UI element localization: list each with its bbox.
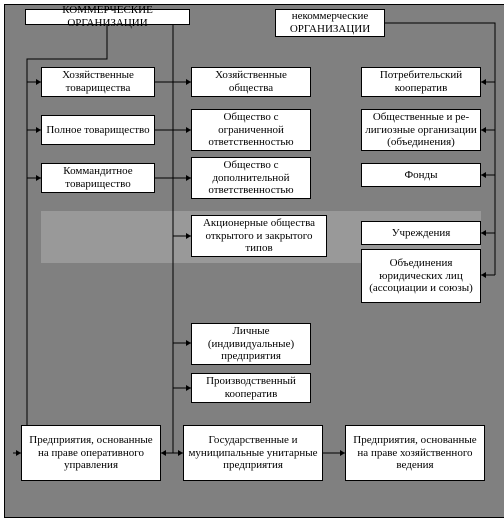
- node-a1: Хозяйственные товарищества: [41, 67, 155, 97]
- node-c2: Общественные и ре­лигиозные организа­ции…: [361, 109, 481, 151]
- node-label: Производственный кооператив: [195, 375, 307, 400]
- node-label: Полное товарищество: [46, 124, 149, 137]
- node-b3: Общество с дополнительной ответственност…: [191, 157, 311, 199]
- node-label: Общество с дополнительной ответственност…: [195, 159, 307, 197]
- node-b2: Общество с ограниченной ответственностью: [191, 109, 311, 151]
- node-label: Предприятия, основанные на праве операти…: [25, 434, 157, 472]
- node-label: Коммандитное товарищество: [45, 165, 151, 190]
- node-c4: Учреждения: [361, 221, 481, 245]
- node-label: Общество с ограниченной ответственностью: [195, 111, 307, 149]
- node-label: Хозяйственные общества: [195, 69, 307, 94]
- node-label: Хозяйственные товарищества: [45, 69, 151, 94]
- node-d2: Государственные и муниципальные унитарны…: [183, 425, 323, 481]
- node-label: Потребительский кооператив: [365, 69, 477, 94]
- node-label: Личные (индивидуальные) предприятия: [195, 325, 307, 363]
- node-label: Акционерные общества открытого и закрыто…: [195, 217, 323, 255]
- node-label: Учреждения: [392, 227, 451, 240]
- node-label: Фонды: [404, 169, 437, 182]
- node-c1: Потребительский кооператив: [361, 67, 481, 97]
- node-d3: Предприятия, основанные на праве хозяйст…: [345, 425, 485, 481]
- node-c3: Фонды: [361, 163, 481, 187]
- node-a3: Коммандитное товарищество: [41, 163, 155, 193]
- node-a2: Полное товарищество: [41, 115, 155, 145]
- node-hdr_left: КОММЕРЧЕСКИЕ ОРГАНИЗАЦИИ: [25, 9, 190, 25]
- node-c5: Объединения юридических лиц (ассоциации …: [361, 249, 481, 303]
- node-label: КОММЕРЧЕСКИЕ ОРГАНИЗАЦИИ: [29, 4, 186, 29]
- node-b4: Акционерные общества открытого и закрыто…: [191, 215, 327, 257]
- node-label: Общественные и ре­лигиозные организа­ции…: [365, 111, 477, 149]
- node-d1: Предприятия, основанные на праве операти…: [21, 425, 161, 481]
- node-label: Предприятия, основанные на праве хозяйст…: [349, 434, 481, 472]
- diagram-canvas: КОММЕРЧЕСКИЕ ОРГАНИЗАЦИИ некоммерческие О…: [4, 4, 504, 518]
- node-b5: Личные (индивидуальные) предприятия: [191, 323, 311, 365]
- node-b1: Хозяйственные общества: [191, 67, 311, 97]
- node-label: Государственные и муниципальные унитарны…: [187, 434, 319, 472]
- node-b6: Производственный кооператив: [191, 373, 311, 403]
- node-label: некоммерческие ОРГАНИЗАЦИИ: [279, 10, 381, 35]
- node-label: Объединения юридических лиц (ассоциации …: [365, 257, 477, 295]
- node-hdr_right: некоммерческие ОРГАНИЗАЦИИ: [275, 9, 385, 37]
